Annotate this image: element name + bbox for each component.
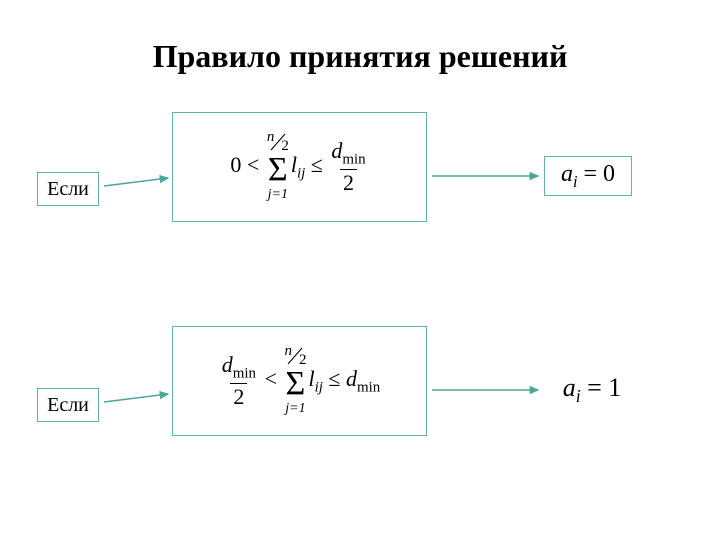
result-2: ai = 1 <box>563 373 622 407</box>
arrow-2b <box>0 0 720 540</box>
result-box-2: ai = 1 <box>548 370 636 410</box>
